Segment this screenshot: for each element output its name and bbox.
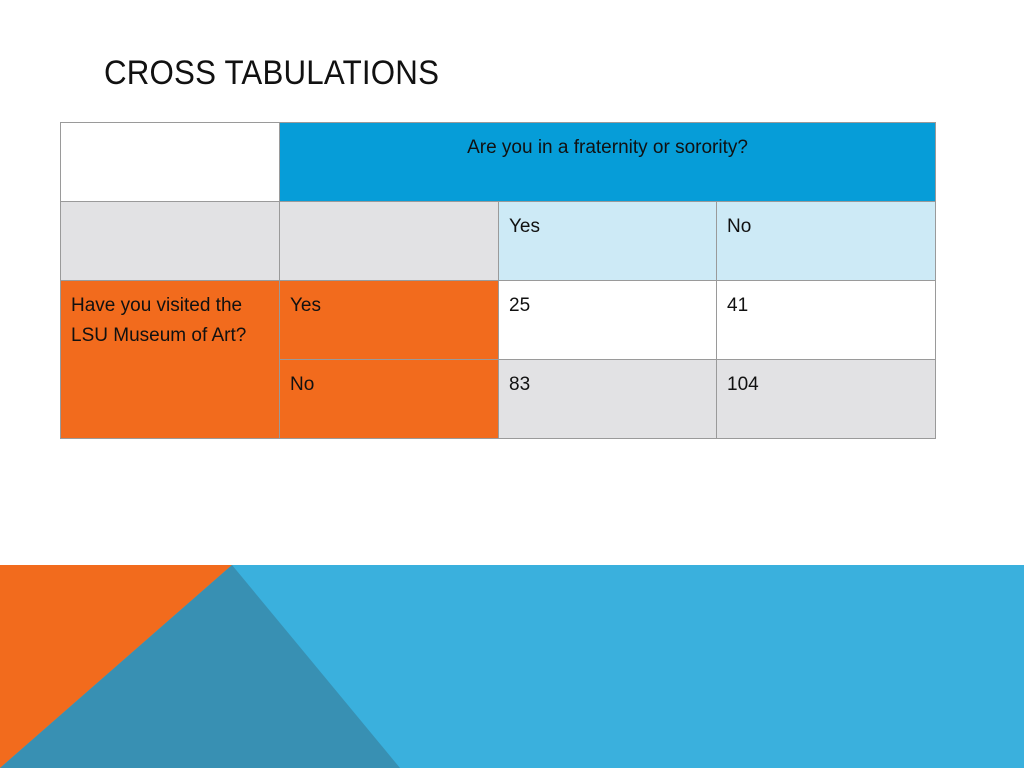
table-cell: 104 [715, 359, 937, 439]
column-category-yes: Yes [498, 201, 717, 281]
row-variable-label: Have you visited the LSU Museum of Art? [71, 295, 247, 346]
row-category-no: No [279, 359, 499, 439]
table-header-row: Are you in a fraternity or sorority? [60, 122, 937, 202]
footer-decoration [0, 565, 1024, 768]
column-variable-label: Are you in a fraternity or sorority? [467, 137, 748, 158]
footer-teal-triangle [0, 565, 400, 768]
table-cell: 25 [498, 280, 717, 360]
row-variable-cell: Have you visited the LSU Museum of Art? [60, 280, 280, 439]
column-category-no: No [715, 201, 937, 281]
empty-cell [60, 201, 280, 281]
empty-cell [279, 201, 499, 281]
table-category-row: Yes No [60, 201, 937, 281]
corner-cell [60, 122, 280, 202]
column-variable-cell: Are you in a fraternity or sorority? [278, 122, 937, 202]
table-cell: 83 [498, 359, 717, 439]
table-cell: 41 [715, 280, 937, 360]
table-row: No 83 104 [61, 359, 937, 439]
row-category-yes: Yes [279, 280, 499, 360]
slide-title: CROSS TABULATIONS [104, 54, 440, 92]
table-row: Have you visited the LSU Museum of Art? … [60, 280, 937, 439]
cross-tabulation-table: Are you in a fraternity or sorority? Yes… [60, 122, 937, 439]
